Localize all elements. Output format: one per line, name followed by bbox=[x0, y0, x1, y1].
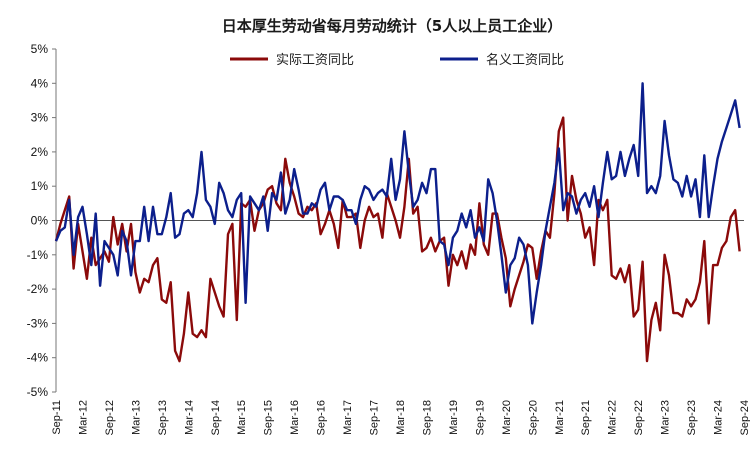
x-tick-label: Sep-13 bbox=[157, 400, 169, 435]
x-tick-label: Mar-22 bbox=[607, 400, 619, 435]
x-tick-label: Mar-12 bbox=[77, 400, 89, 435]
x-tick-label: Sep-12 bbox=[104, 400, 116, 435]
x-tick-label: Mar-21 bbox=[554, 400, 566, 435]
y-tick-label: 3% bbox=[31, 111, 49, 125]
y-tick-label: -4% bbox=[27, 351, 49, 365]
x-tick-label: Sep-15 bbox=[263, 400, 275, 435]
series-line-nominal-wage bbox=[54, 82, 741, 325]
x-tick-label: Mar-15 bbox=[236, 400, 248, 435]
y-tick-label: -2% bbox=[27, 282, 49, 296]
y-tick-label: -1% bbox=[27, 248, 49, 262]
x-tick-label: Mar-23 bbox=[660, 400, 672, 435]
x-tick-label: Sep-14 bbox=[210, 400, 222, 435]
x-tick-label: Sep-16 bbox=[316, 400, 328, 435]
x-tick-label: Sep-20 bbox=[527, 400, 539, 435]
x-tick-label: Sep-24 bbox=[739, 400, 750, 435]
legend: 实际工资同比 名义工资同比 bbox=[230, 52, 564, 68]
legend-label-real: 实际工资同比 bbox=[276, 53, 354, 68]
x-axis: Sep-11 Mar-12 Sep-12 Mar-13 Sep-13 Mar-14 Sep-… bbox=[51, 220, 750, 435]
y-tick-label: 1% bbox=[31, 179, 49, 193]
series-layer bbox=[54, 82, 741, 363]
series-line-real-wage bbox=[54, 116, 741, 363]
chart-title: 日本厚生劳动省每月劳动统计（5人以上员工企业） bbox=[222, 17, 562, 35]
x-tick-label: Sep-17 bbox=[369, 400, 381, 435]
x-tick-label: Mar-17 bbox=[342, 400, 354, 435]
y-tick-label: 0% bbox=[31, 214, 49, 228]
x-tick-label: Mar-13 bbox=[130, 400, 142, 435]
x-tick-label: Mar-16 bbox=[289, 400, 301, 435]
x-tick-label: Mar-19 bbox=[448, 400, 460, 435]
y-tick-label: -5% bbox=[27, 385, 49, 399]
x-tick-label: Mar-14 bbox=[183, 400, 195, 435]
x-tick-label: Sep-22 bbox=[633, 400, 645, 435]
y-axis: 5% 4% 3% 2% 1% 0% -1% -2% -3% -4% -5% bbox=[27, 42, 57, 399]
y-tick-label: 4% bbox=[31, 76, 49, 90]
y-tick-label: 2% bbox=[31, 145, 49, 159]
x-tick-label: Sep-11 bbox=[51, 400, 63, 435]
y-tick-label: -3% bbox=[27, 316, 49, 330]
x-tick-label: Sep-19 bbox=[474, 400, 486, 435]
legend-label-nominal: 名义工资同比 bbox=[486, 52, 564, 68]
x-tick-label: Sep-18 bbox=[421, 400, 433, 435]
x-tick-label: Mar-20 bbox=[501, 400, 513, 435]
x-tick-label: Sep-21 bbox=[580, 400, 592, 435]
x-tick-label: Sep-23 bbox=[686, 400, 698, 435]
x-tick-label: Mar-24 bbox=[713, 400, 725, 435]
x-tick-label: Mar-18 bbox=[395, 400, 407, 435]
y-tick-label: 5% bbox=[31, 42, 49, 56]
